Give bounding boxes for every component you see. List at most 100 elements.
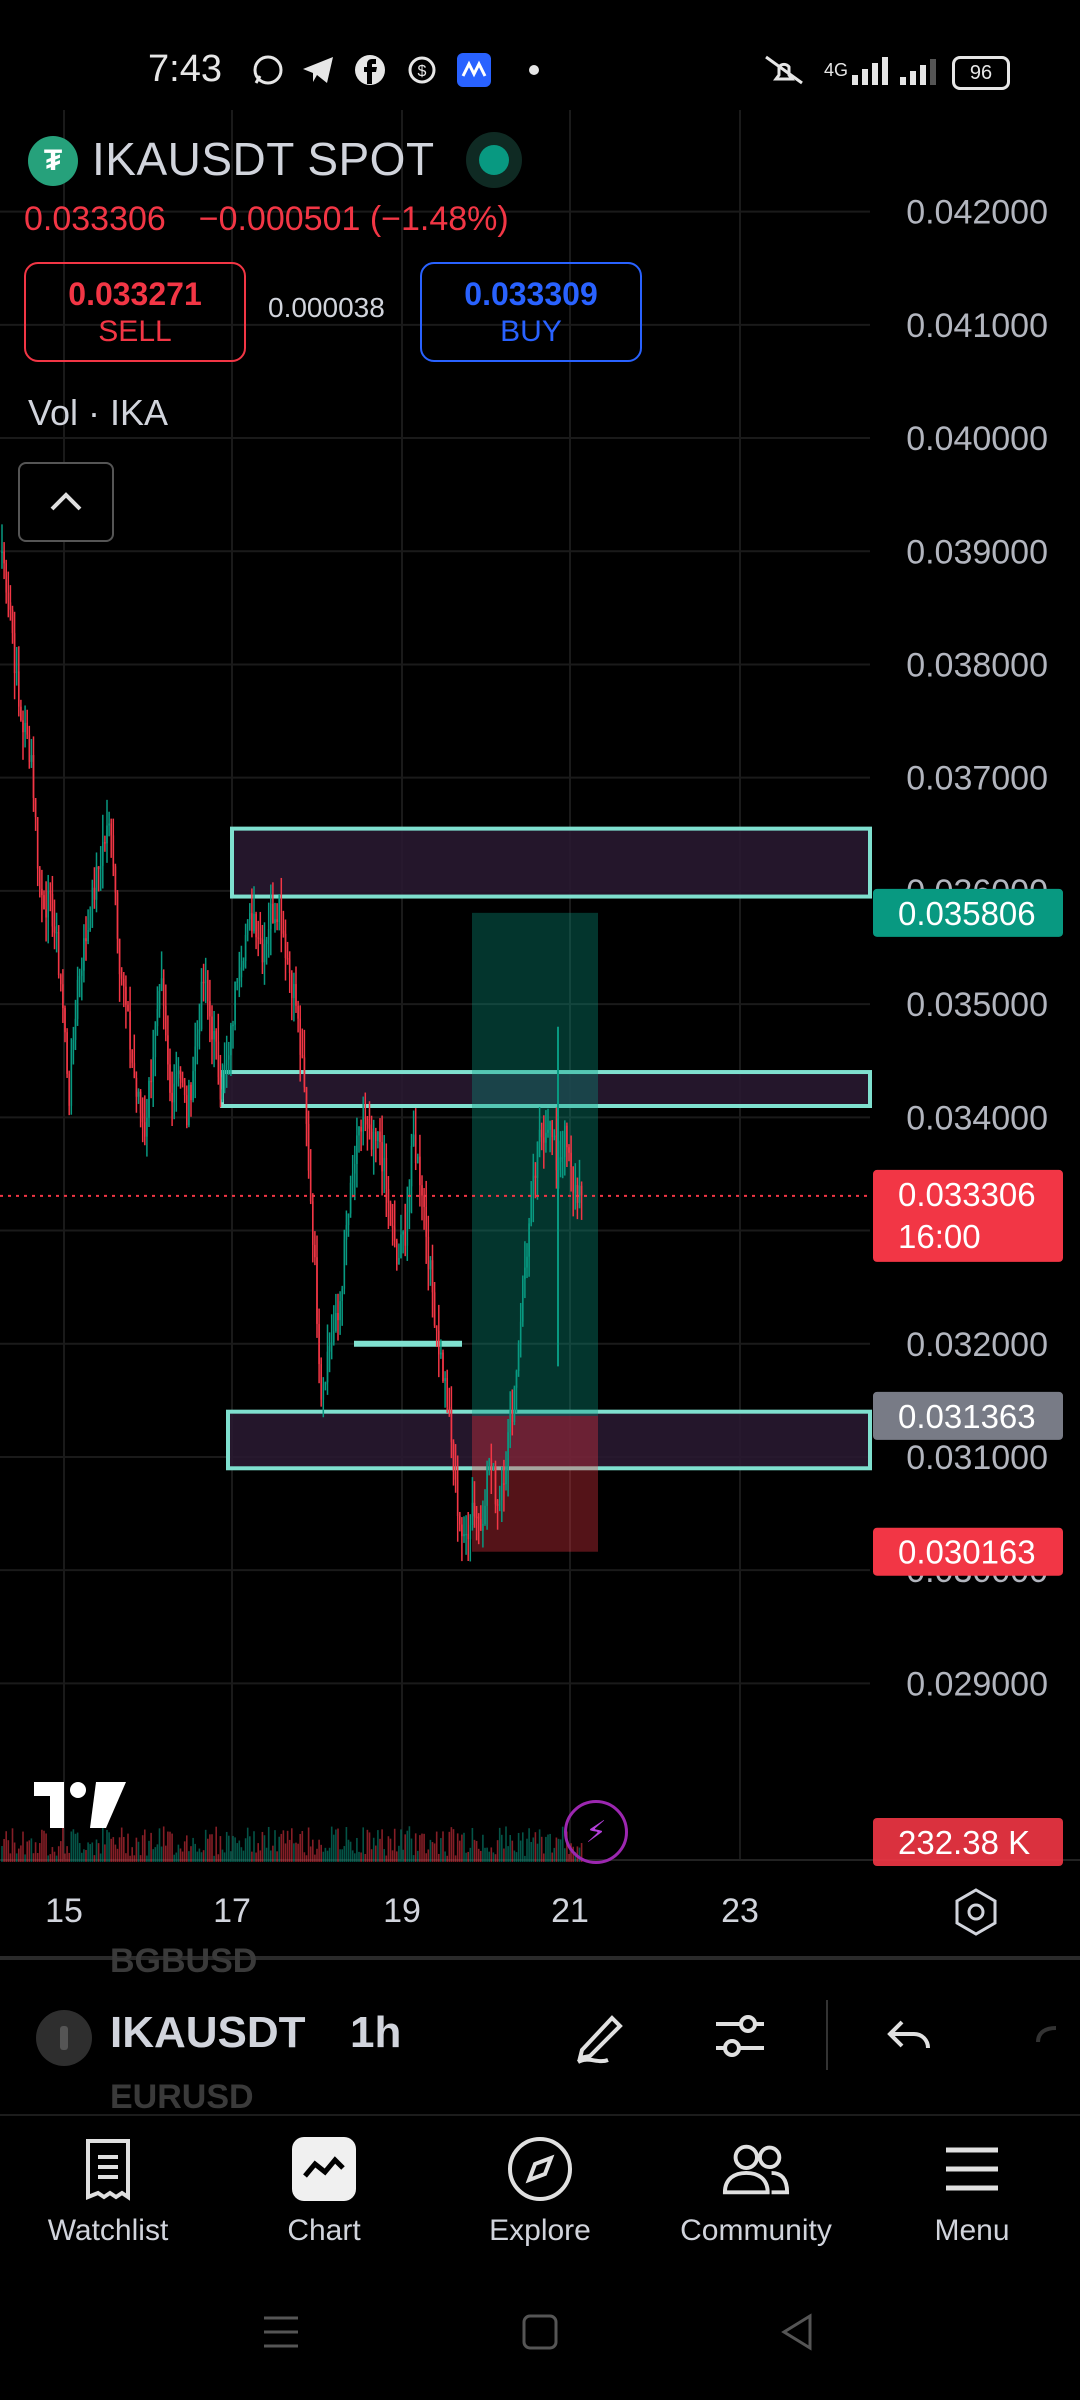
candle-body <box>427 1236 430 1270</box>
volume-bar <box>18 1848 20 1862</box>
symbol-selector[interactable]: IKAUSDT <box>110 2008 306 2057</box>
volume-bar <box>568 1854 570 1862</box>
y-tick-label: 0.037000 <box>906 760 1048 798</box>
volume-bar <box>549 1833 551 1862</box>
volume-bar <box>312 1839 314 1862</box>
interval-selector[interactable]: 1h <box>350 2008 402 2057</box>
compass-icon <box>505 2134 575 2204</box>
sell-button[interactable]: 0.033271 SELL <box>24 262 246 362</box>
volume-bar <box>257 1843 259 1862</box>
volume-bar <box>209 1834 211 1862</box>
volume-bar <box>519 1840 522 1862</box>
candle-body <box>110 823 112 836</box>
candle-body <box>305 1087 308 1124</box>
volume-bar <box>412 1855 415 1862</box>
undo-button[interactable] <box>870 1996 950 2076</box>
volume-bar <box>553 1847 556 1862</box>
candle-body <box>209 1001 211 1017</box>
app-icon <box>456 52 492 88</box>
volume-bar <box>280 1833 283 1862</box>
nav-explore[interactable]: Explore <box>432 2128 648 2268</box>
candle-body <box>555 1135 558 1171</box>
market-status-indicator[interactable] <box>466 132 522 188</box>
volume-bar <box>169 1831 171 1862</box>
candle-body <box>559 1157 562 1162</box>
volume-bar <box>47 1855 49 1862</box>
price-tag-value: 0.033306 <box>898 1176 1036 1213</box>
candle-body <box>341 1288 343 1302</box>
candle-body <box>408 1186 411 1213</box>
volume-bar <box>148 1840 150 1862</box>
price-chart[interactable]: 0.042000 0.041000 0.040000 0.039000 0.038000… <box>0 110 1080 1956</box>
volume-bar <box>314 1854 316 1862</box>
candle-body <box>366 1118 369 1125</box>
symbol-title[interactable]: IKAUSDT SPOT <box>92 133 435 185</box>
home-icon[interactable] <box>518 2310 562 2354</box>
candle-body <box>320 1364 322 1400</box>
nav-chart[interactable]: Chart <box>216 2128 432 2268</box>
volume-bar <box>230 1851 232 1862</box>
candle-body <box>368 1124 371 1129</box>
volume-bar <box>448 1831 451 1862</box>
buy-button[interactable]: 0.033309 BUY <box>420 262 642 362</box>
volume-bar <box>511 1840 514 1862</box>
candle-body <box>538 1129 541 1142</box>
volume-bar <box>123 1836 125 1862</box>
candle-body <box>204 980 207 983</box>
collapse-legend-button[interactable] <box>18 462 114 542</box>
volume-bar <box>267 1826 270 1862</box>
volume-bar <box>7 1840 10 1862</box>
indicators-button[interactable] <box>700 1996 780 2076</box>
volume-bar <box>356 1837 358 1862</box>
candle-body <box>440 1352 442 1355</box>
candle-body <box>370 1128 373 1150</box>
volume-indicator-label[interactable]: Vol · IKA <box>28 392 169 433</box>
volume-bar <box>517 1832 520 1862</box>
volume-bar <box>414 1833 417 1862</box>
chart-settings-button[interactable] <box>950 1886 1002 1938</box>
back-icon[interactable] <box>776 2310 820 2354</box>
candle-body <box>150 1080 152 1083</box>
volume-bar <box>255 1852 257 1862</box>
volume-bar <box>505 1826 507 1862</box>
candle-body <box>93 887 96 900</box>
volume-bar <box>152 1849 154 1862</box>
volume-bar <box>442 1831 444 1862</box>
candle-body <box>393 1227 396 1241</box>
candle-body <box>272 903 274 924</box>
volume-bar <box>246 1827 249 1862</box>
candle-body <box>536 1141 539 1178</box>
drawing-tool-button[interactable] <box>560 1996 640 2076</box>
volume-bar <box>158 1828 161 1862</box>
candle-body <box>469 1525 472 1539</box>
volume-bar <box>284 1843 287 1862</box>
volume-bar <box>139 1855 142 1862</box>
candle-body <box>459 1516 461 1525</box>
candle-body <box>345 1225 348 1240</box>
candle-body <box>528 1223 530 1257</box>
nav-community[interactable]: Community <box>648 2128 864 2268</box>
candle-body <box>137 1091 140 1097</box>
candle-body <box>47 891 49 918</box>
volume-bar <box>324 1847 327 1862</box>
volume-bar <box>473 1839 476 1862</box>
nav-watchlist[interactable]: Watchlist <box>0 2128 216 2268</box>
volume-bar <box>410 1838 413 1862</box>
flash-icon[interactable]: ⚡ <box>564 1800 628 1864</box>
x-tick-label: 17 <box>213 1892 251 1930</box>
nav-menu[interactable]: Menu <box>864 2128 1080 2268</box>
redo-button[interactable] <box>1020 1996 1080 2076</box>
recents-icon[interactable] <box>258 2312 304 2352</box>
volume-bar <box>81 1852 83 1862</box>
candle-body <box>578 1185 581 1203</box>
volume-bar <box>24 1854 26 1862</box>
volume-bar <box>530 1841 532 1862</box>
candle-body <box>3 551 5 564</box>
price-summary: 0.033306 −0.000501 (−1.48%) <box>24 200 509 239</box>
candle-body <box>561 1157 564 1159</box>
price-change: −0.000501 (−1.48%) <box>198 200 509 238</box>
volume-bar <box>251 1851 253 1862</box>
buy-label: BUY <box>500 314 562 348</box>
candle-body <box>28 734 31 762</box>
candle-body <box>326 1351 329 1383</box>
